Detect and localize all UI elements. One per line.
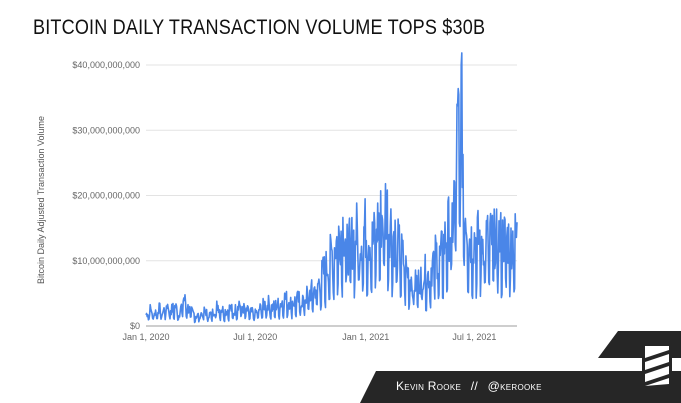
author-handle: @kerooke xyxy=(487,379,542,393)
x-tick-label: Jul 1, 2020 xyxy=(233,332,277,342)
y-axis-label: Bitcoin Daily Adjusted Transaction Volum… xyxy=(36,116,46,284)
y-axis-ticks: $0 $10,000,000,000 $20,000,000,000 $30,000,… xyxy=(72,60,140,331)
y-tick-label: $20,000,000,000 xyxy=(72,191,140,201)
kr-logo-icon xyxy=(642,342,672,388)
x-axis-ticks: Jan 1, 2020 Jul 1, 2020 Jan 1, 2021 Jul 1, … xyxy=(122,332,496,342)
y-tick-label: $30,000,000,000 xyxy=(72,125,140,135)
x-tick-label: Jan 1, 2020 xyxy=(122,332,169,342)
series-line xyxy=(145,52,518,324)
y-tick-label: $0 xyxy=(130,321,140,331)
footer-credit: Kevin Rooke // @kerooke xyxy=(396,379,542,393)
chart-title: BITCOIN DAILY TRANSACTION VOLUME TOPS $3… xyxy=(33,16,486,39)
x-tick-label: Jul 1, 2021 xyxy=(452,332,496,342)
author-name: Kevin Rooke xyxy=(396,379,462,393)
x-tick-label: Jan 1, 2021 xyxy=(342,332,389,342)
y-tick-label: $10,000,000,000 xyxy=(72,256,140,266)
y-tick-label: $40,000,000,000 xyxy=(72,60,140,70)
credit-separator: // xyxy=(470,379,479,393)
